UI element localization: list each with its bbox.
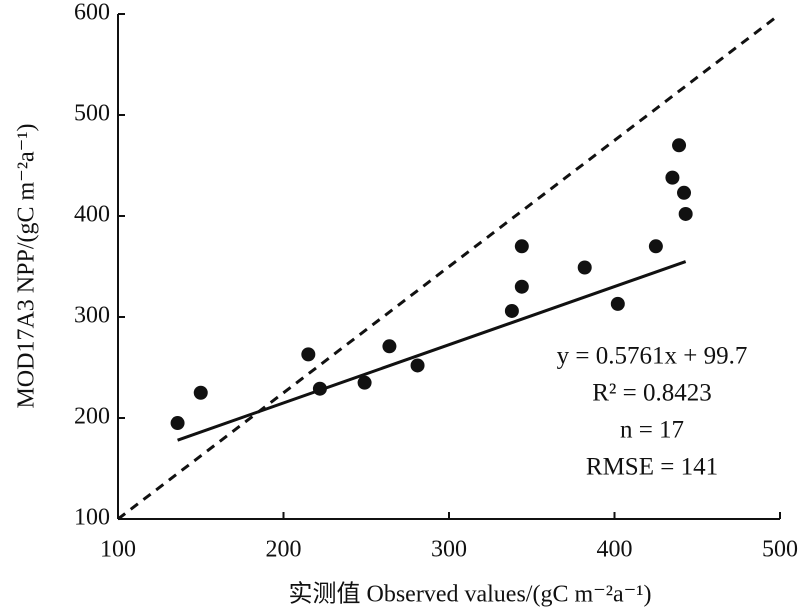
point bbox=[514, 279, 529, 294]
point bbox=[301, 347, 316, 362]
point bbox=[577, 260, 592, 275]
point bbox=[410, 358, 425, 373]
point bbox=[610, 296, 625, 311]
point bbox=[678, 206, 693, 221]
y-tick-label: 100 bbox=[74, 505, 110, 531]
y-axis-label: MOD17A3 NPP/(gC m⁻²a⁻¹) bbox=[14, 123, 40, 408]
y-tick-label: 300 bbox=[74, 303, 110, 329]
point bbox=[672, 138, 687, 153]
annotation: RMSE = 141 bbox=[586, 454, 718, 481]
reference-line bbox=[117, 16, 776, 521]
point bbox=[665, 170, 680, 185]
annotation: n = 17 bbox=[620, 417, 684, 444]
x-tick-label: 200 bbox=[266, 537, 302, 563]
annotation: y = 0.5761x + 99.7 bbox=[557, 343, 748, 370]
trend-line bbox=[177, 260, 687, 442]
annotation: R² = 0.8423 bbox=[592, 380, 712, 407]
point bbox=[357, 375, 372, 390]
point bbox=[193, 385, 208, 400]
x-tick-label: 500 bbox=[762, 537, 798, 563]
point bbox=[170, 416, 185, 431]
point bbox=[677, 185, 692, 200]
y-tick-label: 600 bbox=[74, 0, 110, 26]
x-tick-label: 100 bbox=[100, 537, 136, 563]
x-tick-label: 400 bbox=[597, 537, 633, 563]
point bbox=[514, 239, 529, 254]
x-tick-label: 300 bbox=[431, 537, 467, 563]
y-tick-label: 500 bbox=[74, 101, 110, 127]
y-tick-label: 400 bbox=[74, 202, 110, 228]
point bbox=[648, 239, 663, 254]
x-axis-label: 实测值 Observed values/(gC m⁻²a⁻¹) bbox=[289, 581, 652, 608]
y-tick-label: 200 bbox=[74, 404, 110, 430]
point bbox=[504, 303, 519, 318]
point bbox=[312, 381, 327, 396]
point bbox=[382, 339, 397, 354]
